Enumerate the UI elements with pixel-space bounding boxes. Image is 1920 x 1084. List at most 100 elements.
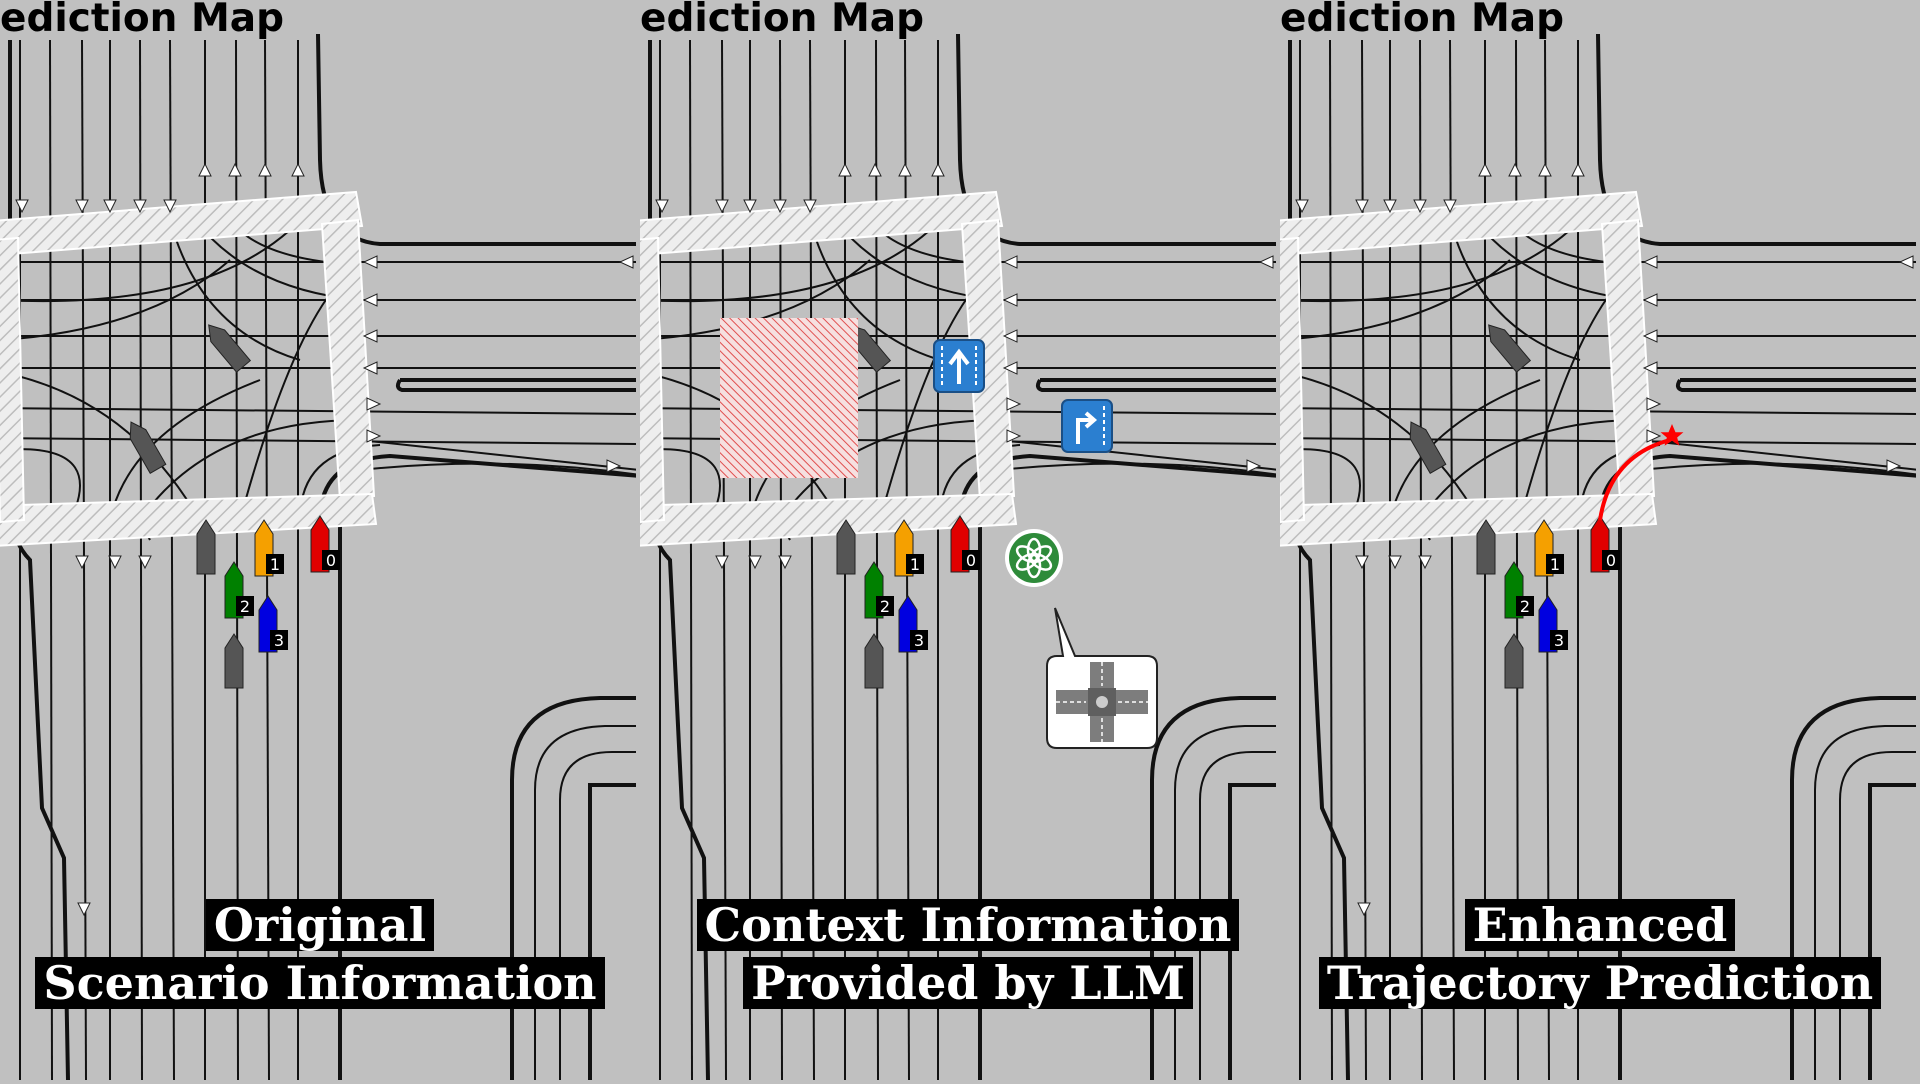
vehicle-label: 1: [270, 555, 280, 574]
grey-vehicle: [864, 633, 884, 689]
parking-edge-3: [1839, 751, 1916, 1080]
vehicle-label: 3: [1554, 631, 1564, 650]
parking-edge-2: [1174, 725, 1276, 1080]
crosswalk-top: [640, 190, 1004, 256]
lane-arrow: [773, 199, 787, 214]
turning-lane: [169, 219, 301, 361]
crosswalk-top: [0, 190, 364, 256]
lane-arrow: [1002, 361, 1018, 375]
agent-2: 2: [224, 561, 254, 619]
grey-vehicle: [836, 519, 856, 575]
lane-arrow: [606, 459, 622, 473]
horizontal-lane: [1280, 437, 1916, 445]
lane-arrow: [75, 555, 89, 570]
road-edge-left: [1288, 40, 1350, 1080]
parking-edge-1: [510, 696, 636, 1080]
lane-arrow: [1006, 429, 1022, 443]
lane-arrow: [1355, 555, 1369, 570]
vehicle-label-box: [876, 596, 894, 616]
lane-arrow: [1357, 902, 1371, 917]
lane-arrow: [655, 199, 669, 214]
turning-lane: [1639, 462, 1916, 476]
agent-1: 1: [254, 519, 284, 577]
vehicle-body: [196, 519, 216, 575]
lane-arrow: [1642, 361, 1658, 375]
vehicle-label: 0: [966, 551, 976, 570]
vertical-lane: [1329, 39, 1333, 1080]
agent-2: 2: [1504, 561, 1534, 619]
median: [1035, 378, 1276, 392]
panel-context: 0 1 2 3: [640, 33, 1276, 1080]
turning-lane: [1280, 229, 1571, 303]
vehicle-label: 2: [880, 597, 890, 616]
vehicle-body: [836, 519, 856, 575]
agent-1: 1: [894, 519, 924, 577]
vehicle-label-box: [906, 554, 924, 574]
turning-lane: [0, 229, 291, 303]
lane-arrow: [1538, 162, 1552, 177]
vehicle-label-box: [1546, 554, 1564, 574]
parking-edge-1: [1150, 696, 1276, 1080]
lane-arrow: [715, 555, 729, 570]
turning-lane: [1449, 219, 1581, 361]
lane-arrow: [1642, 255, 1658, 269]
turning-lane: [109, 379, 261, 521]
vehicle-body: [224, 633, 244, 689]
straight-lane-sign-icon: [933, 339, 985, 393]
lane-arrow: [1355, 199, 1369, 214]
lane-arrow: [1002, 293, 1018, 307]
lane-arrow: [228, 162, 242, 177]
grey-vehicle: [129, 421, 167, 474]
vertical-lane: [1449, 39, 1455, 1080]
turning-lane: [640, 229, 931, 303]
parking-edge-4: [1228, 783, 1276, 1080]
vertical-lane: [809, 39, 815, 1080]
vehicle-label: 3: [274, 631, 284, 650]
vehicle-label-box: [266, 554, 284, 574]
road-edge-top-right: [1596, 33, 1916, 246]
road-edge-left: [8, 40, 70, 1080]
lane-arrow: [1646, 397, 1662, 411]
vehicle-label: 3: [914, 631, 924, 650]
lane-arrow: [1443, 199, 1457, 214]
agent-3: 3: [898, 595, 928, 653]
horizontal-lane: [0, 437, 636, 445]
lane-arrow: [258, 162, 272, 177]
parking-edge-2: [1814, 725, 1916, 1080]
turning-lane: [809, 219, 941, 361]
lane-arrow: [618, 255, 634, 269]
lane-arrow: [163, 199, 177, 214]
lane-arrow: [1413, 199, 1427, 214]
vehicle-body: [1488, 324, 1532, 373]
panel-original: 0 1 2 3: [0, 33, 636, 1080]
vehicle-body: [129, 421, 167, 474]
vertical-lane: [169, 39, 175, 1080]
lane-arrows: [15, 162, 634, 917]
grey-vehicle: [208, 324, 252, 373]
agent-3: 3: [1538, 595, 1568, 653]
vertical-lane: [689, 39, 693, 1080]
sign-arrow: [948, 348, 970, 384]
lane-arrow: [1246, 459, 1262, 473]
speech-bubble: [1046, 607, 1158, 749]
lane-arrow: [15, 199, 29, 214]
lane-arrow: [1383, 199, 1397, 214]
vehicle-body: [1476, 519, 1496, 575]
turning-lane: [1419, 419, 1641, 521]
lane-arrow: [103, 199, 117, 214]
grey-vehicle: [224, 633, 244, 689]
turning-lane: [359, 462, 636, 476]
blocked-area: [720, 318, 858, 478]
lane-arrow: [748, 555, 762, 570]
turning-lane: [1389, 379, 1541, 521]
parking-edge-4: [588, 783, 636, 1080]
grey-vehicle: [1476, 519, 1496, 575]
turning-lane: [1639, 439, 1916, 471]
vehicle-label-box: [1602, 550, 1620, 570]
lane-arrow: [778, 555, 792, 570]
lane-arrow: [1418, 555, 1432, 570]
lane-arrow: [868, 162, 882, 177]
vehicle-label: 1: [910, 555, 920, 574]
crosswalk-left: [0, 236, 26, 524]
